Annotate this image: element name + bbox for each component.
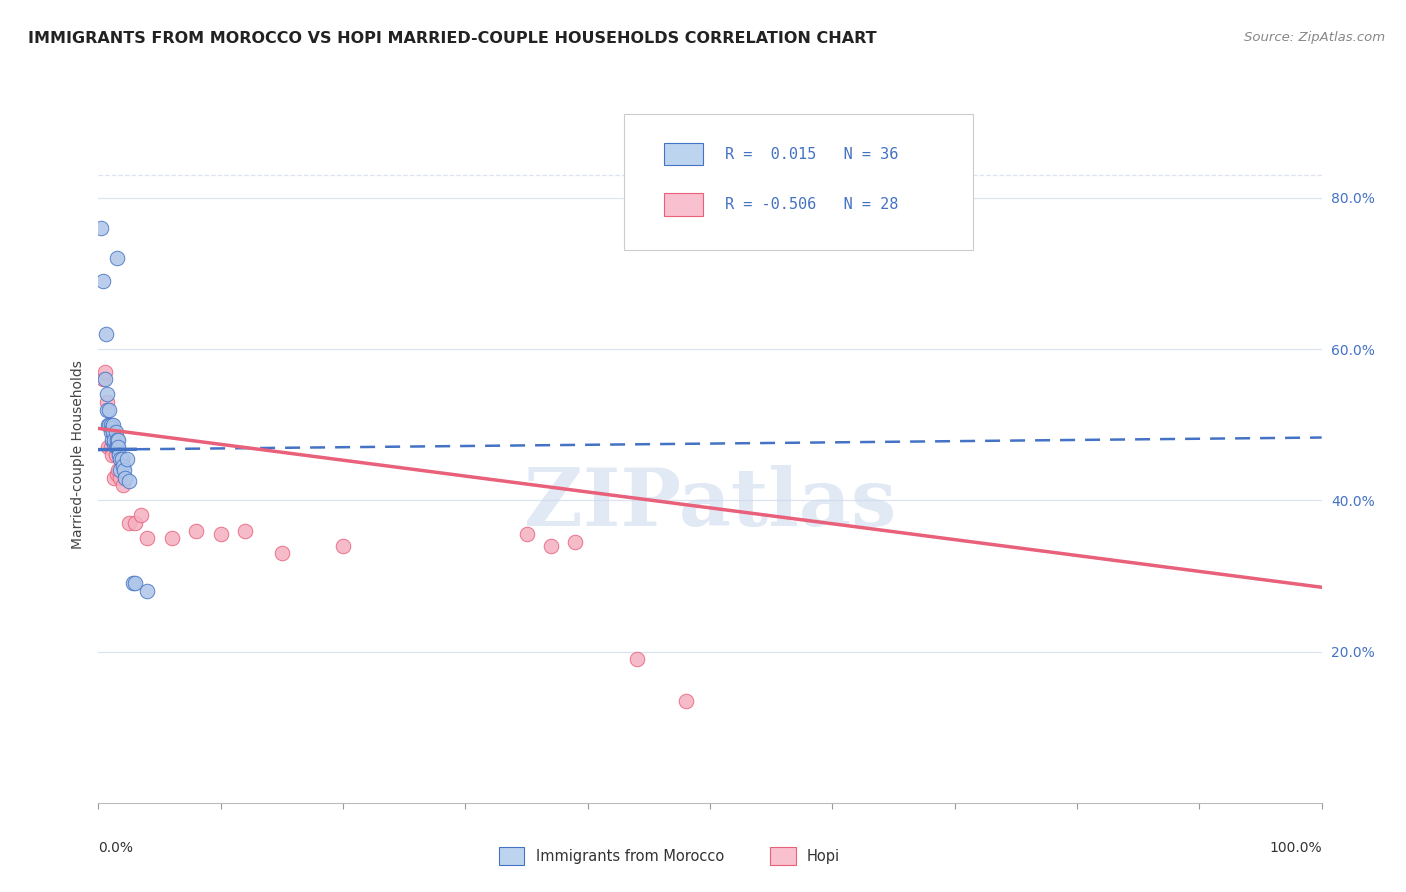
Text: R =  0.015   N = 36: R = 0.015 N = 36 [724, 147, 898, 161]
Point [111, 459, 134, 474]
Point [675, 694, 697, 708]
Point [136, 531, 159, 545]
Point [540, 539, 562, 553]
Point [105, 467, 128, 481]
Point [103, 433, 125, 447]
Point [332, 539, 354, 553]
Point [94, 326, 117, 341]
Point [96, 387, 118, 401]
Text: Immigrants from Morocco: Immigrants from Morocco [536, 849, 724, 863]
Point [107, 463, 129, 477]
Text: Source: ZipAtlas.com: Source: ZipAtlas.com [1244, 31, 1385, 45]
Text: 100.0%: 100.0% [1270, 841, 1322, 855]
Point [118, 516, 141, 530]
Text: R = -0.506   N = 28: R = -0.506 N = 28 [724, 197, 898, 212]
Point [209, 527, 232, 541]
Point [118, 475, 141, 489]
FancyBboxPatch shape [664, 194, 703, 216]
Point [110, 451, 132, 466]
Point [97, 417, 120, 432]
Point [160, 531, 183, 545]
Point [105, 433, 128, 447]
Point [105, 441, 128, 455]
Point [90, 221, 112, 235]
Point [112, 463, 135, 477]
Point [124, 576, 146, 591]
Point [103, 470, 125, 484]
Point [105, 252, 128, 266]
Point [136, 584, 159, 599]
Y-axis label: Married-couple Households: Married-couple Households [72, 360, 86, 549]
Text: 0.0%: 0.0% [98, 841, 134, 855]
Point [101, 421, 124, 435]
Point [108, 448, 131, 462]
Point [111, 478, 134, 492]
Point [91, 372, 114, 386]
Point [626, 652, 648, 666]
Text: Hopi: Hopi [807, 849, 841, 863]
Point [107, 433, 129, 447]
Text: ZIPatlas: ZIPatlas [524, 465, 896, 542]
Point [96, 402, 118, 417]
Point [103, 436, 125, 450]
Point [98, 417, 121, 432]
Point [114, 470, 136, 484]
Point [100, 425, 122, 440]
Point [104, 441, 127, 455]
Point [121, 576, 143, 591]
Point [124, 516, 146, 530]
Point [101, 425, 124, 440]
FancyBboxPatch shape [624, 114, 973, 250]
Point [110, 470, 132, 484]
Point [101, 433, 124, 447]
Point [515, 527, 537, 541]
Point [270, 546, 294, 560]
Point [115, 451, 138, 466]
Point [186, 524, 208, 538]
Point [101, 425, 124, 440]
Point [129, 508, 152, 523]
Point [233, 524, 256, 538]
Point [98, 402, 121, 417]
Point [101, 448, 124, 462]
Point [104, 448, 127, 462]
Point [107, 441, 129, 455]
Point [96, 395, 118, 409]
Point [101, 417, 124, 432]
Point [110, 463, 132, 477]
Point [93, 372, 115, 386]
Point [100, 417, 122, 432]
Point [91, 274, 114, 288]
Point [93, 365, 115, 379]
Point [100, 441, 122, 455]
Text: IMMIGRANTS FROM MOROCCO VS HOPI MARRIED-COUPLE HOUSEHOLDS CORRELATION CHART: IMMIGRANTS FROM MOROCCO VS HOPI MARRIED-… [28, 31, 877, 46]
FancyBboxPatch shape [664, 144, 703, 166]
Point [564, 535, 586, 549]
Point [111, 451, 134, 466]
Point [104, 425, 127, 440]
Point [97, 441, 120, 455]
